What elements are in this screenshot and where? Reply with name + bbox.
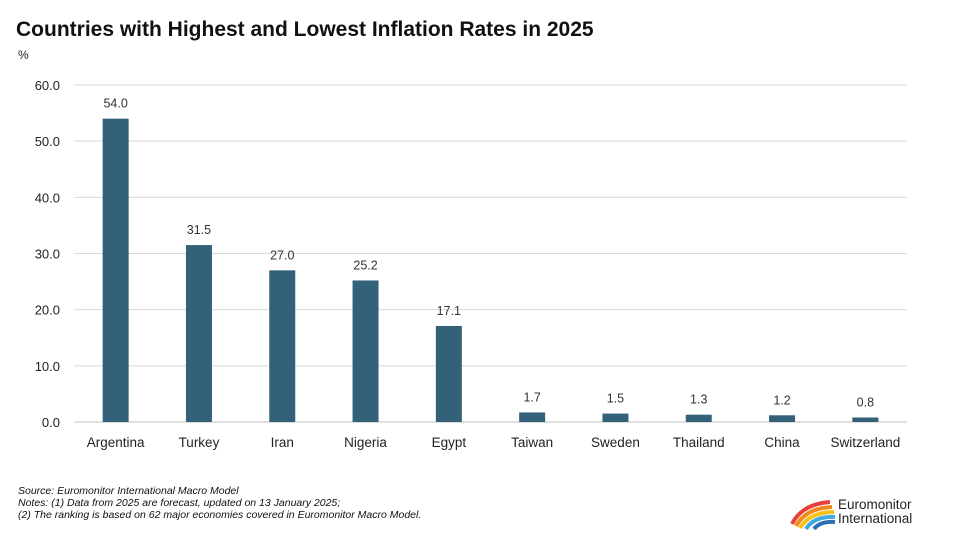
ranking-note: (2) The ranking is based on 62 major eco… bbox=[18, 509, 422, 521]
logo-line-2: International bbox=[838, 511, 913, 526]
x-tick-label: Nigeria bbox=[344, 435, 387, 450]
x-tick-label: Taiwan bbox=[511, 435, 553, 450]
bar bbox=[102, 118, 129, 422]
chart-title: Countries with Highest and Lowest Inflat… bbox=[16, 18, 594, 41]
y-tick-label: 10.0 bbox=[35, 359, 60, 374]
data-label: 1.5 bbox=[607, 392, 624, 406]
x-tick-label: Argentina bbox=[87, 435, 145, 450]
euromonitor-logo: Euromonitor International bbox=[790, 496, 940, 531]
y-tick-label: 20.0 bbox=[35, 303, 60, 318]
data-label: 25.2 bbox=[353, 258, 377, 272]
y-axis-unit: % bbox=[18, 48, 29, 62]
logo-mark-icon bbox=[790, 500, 836, 531]
bar bbox=[269, 270, 296, 422]
x-tick-label: Thailand bbox=[673, 435, 725, 450]
y-tick-label: 30.0 bbox=[35, 247, 60, 262]
data-label: 31.5 bbox=[187, 223, 211, 237]
data-label: 0.8 bbox=[857, 396, 874, 410]
forecast-note: Notes: (1) Data from 2025 are forecast, … bbox=[18, 497, 341, 509]
y-tick-label: 50.0 bbox=[35, 134, 60, 149]
bar bbox=[769, 415, 796, 422]
data-label: 27.0 bbox=[270, 248, 294, 262]
data-label: 1.3 bbox=[690, 393, 707, 407]
bar bbox=[852, 417, 879, 422]
bar bbox=[519, 412, 546, 422]
bar bbox=[185, 245, 212, 422]
x-tick-label: Switzerland bbox=[830, 435, 900, 450]
x-tick-label: Turkey bbox=[179, 435, 220, 450]
x-tick-label: China bbox=[764, 435, 800, 450]
y-tick-label: 0.0 bbox=[42, 415, 60, 430]
x-tick-label: Sweden bbox=[591, 435, 640, 450]
y-tick-label: 40.0 bbox=[35, 190, 60, 205]
data-label: 17.1 bbox=[437, 304, 461, 318]
data-label: 1.2 bbox=[773, 393, 790, 407]
x-tick-label: Iran bbox=[271, 435, 294, 450]
bar-chart: 0.0 10.0 20.0 30.0 40.0 50.0 60.0 54.0 Argentina… bbox=[35, 78, 907, 450]
data-label: 1.7 bbox=[523, 390, 540, 404]
bar bbox=[602, 413, 629, 422]
logo-line-1: Euromonitor bbox=[838, 497, 912, 512]
bar bbox=[435, 325, 462, 422]
logo-text: Euromonitor International bbox=[838, 498, 912, 526]
source-note: Source: Euromonitor International Macro … bbox=[18, 485, 239, 497]
bar bbox=[685, 414, 712, 422]
data-label: 54.0 bbox=[103, 97, 127, 111]
x-tick-label: Egypt bbox=[432, 435, 467, 450]
chart-notes: Source: Euromonitor International Macro … bbox=[18, 485, 421, 521]
bar bbox=[352, 280, 379, 422]
y-tick-label: 60.0 bbox=[35, 78, 60, 93]
